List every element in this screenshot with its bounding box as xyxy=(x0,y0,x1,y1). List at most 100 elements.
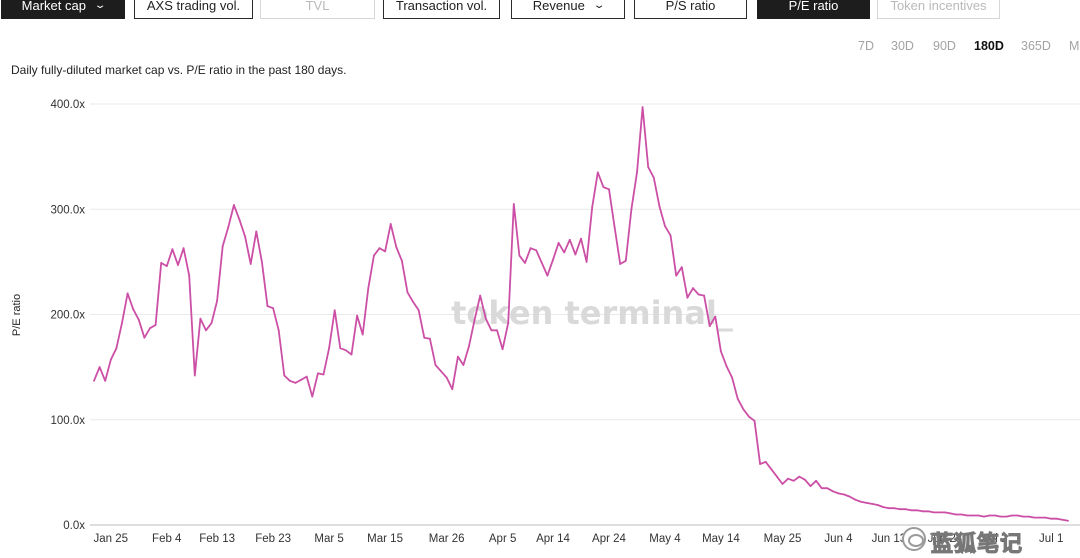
data-point xyxy=(921,510,924,513)
data-point xyxy=(462,364,465,366)
data-point xyxy=(624,259,627,262)
data-point xyxy=(389,223,392,225)
data-point xyxy=(272,307,274,310)
tab-label: Market cap xyxy=(21,0,86,13)
data-point xyxy=(384,250,386,253)
range-m[interactable]: M xyxy=(1069,39,1080,53)
data-point xyxy=(546,274,549,277)
data-point xyxy=(289,379,291,382)
data-point xyxy=(658,205,661,208)
tab-label: Token incentives xyxy=(890,0,987,13)
data-point xyxy=(910,509,913,512)
data-point xyxy=(988,514,991,517)
data-point xyxy=(1033,516,1036,519)
data-point xyxy=(350,353,353,356)
tab-label: P/E ratio xyxy=(788,0,839,13)
data-point xyxy=(227,226,230,229)
chevron-down-icon: ⌄ xyxy=(592,0,606,11)
tab-label: AXS trading vol. xyxy=(146,0,241,13)
range-90d[interactable]: 90D xyxy=(933,39,956,53)
data-point xyxy=(249,263,252,265)
data-point xyxy=(193,374,196,377)
data-point xyxy=(412,301,414,303)
data-point xyxy=(188,274,191,277)
tab-revenue[interactable]: Revenue ⌄ xyxy=(511,0,625,19)
data-point xyxy=(753,419,756,422)
x-tick-label: Feb 23 xyxy=(255,533,291,545)
data-point xyxy=(736,397,739,400)
range-30d[interactable]: 30D xyxy=(891,39,914,53)
data-point xyxy=(641,106,644,109)
data-point xyxy=(871,503,873,505)
data-point xyxy=(484,317,487,320)
data-point xyxy=(781,483,784,485)
data-point xyxy=(916,509,918,512)
chart-subtitle: Daily fully-diluted market cap vs. P/E r… xyxy=(11,63,347,77)
data-point xyxy=(361,333,364,336)
y-tick-label: 0.0x xyxy=(63,520,85,532)
data-point xyxy=(333,309,336,312)
data-point xyxy=(960,513,963,516)
data-point xyxy=(675,274,678,277)
data-point xyxy=(1027,515,1030,518)
tab-p-s-ratio[interactable]: P/S ratio xyxy=(634,0,747,19)
x-tick-label: Apr 14 xyxy=(536,533,570,545)
range-180d[interactable]: 180D xyxy=(974,39,1004,53)
data-point xyxy=(165,265,168,267)
x-tick-label: Apr 24 xyxy=(592,533,626,545)
data-point xyxy=(417,309,420,312)
data-point xyxy=(932,511,935,514)
data-point xyxy=(652,176,655,179)
data-point xyxy=(221,245,224,248)
data-point xyxy=(966,514,969,517)
data-point xyxy=(205,329,207,332)
data-point xyxy=(904,508,907,511)
data-point xyxy=(261,261,263,263)
data-point xyxy=(529,247,532,250)
data-point xyxy=(860,500,862,503)
data-point xyxy=(137,318,140,321)
data-point xyxy=(983,515,985,518)
y-tick-label: 100.0x xyxy=(50,415,85,427)
data-point xyxy=(277,329,280,332)
data-point xyxy=(238,218,241,221)
data-point xyxy=(608,188,610,191)
x-tick-label: May 4 xyxy=(649,533,681,545)
x-tick-label: Jan 25 xyxy=(94,533,129,545)
data-point xyxy=(160,262,163,264)
data-point xyxy=(636,171,638,174)
data-point xyxy=(171,248,174,251)
data-point xyxy=(669,234,672,237)
data-point xyxy=(1050,517,1053,520)
data-point xyxy=(121,322,123,324)
data-point xyxy=(440,370,442,373)
data-point xyxy=(927,510,929,513)
data-point xyxy=(1039,516,1041,519)
data-point xyxy=(345,349,347,352)
tab-label: TVL xyxy=(305,0,330,13)
x-tick-label: Mar 26 xyxy=(429,533,465,545)
data-point xyxy=(613,226,616,229)
range-365d[interactable]: 365D xyxy=(1021,39,1051,53)
data-point xyxy=(468,345,470,347)
tab-transaction-vol[interactable]: Transaction vol. xyxy=(383,0,500,19)
data-point xyxy=(322,373,325,376)
data-point xyxy=(126,292,129,295)
data-point xyxy=(720,350,722,353)
tab-p-e-ratio[interactable]: P/E ratio xyxy=(757,0,870,19)
tab-market-cap[interactable]: Market cap ⌄ xyxy=(1,0,125,19)
data-point xyxy=(686,296,689,299)
x-axis-ticks: Jan 25 Feb 4 Feb 13 Feb 23 Mar 5 Mar 15 Mar 26… xyxy=(94,533,1064,545)
tab-axs-trading-vol[interactable]: AXS trading vol. xyxy=(134,0,253,19)
range-7d[interactable]: 7D xyxy=(858,39,874,53)
data-point xyxy=(731,376,733,379)
data-point xyxy=(98,366,101,368)
data-point xyxy=(401,259,403,262)
data-point xyxy=(692,287,694,290)
data-point xyxy=(479,294,482,297)
y-axis-ticks: 0.0x 100.0x 200.0x 300.0x 400.0x xyxy=(50,99,85,532)
data-point xyxy=(1022,515,1025,518)
data-point xyxy=(378,247,381,250)
data-point xyxy=(473,318,476,321)
x-tick-label: Mar 5 xyxy=(314,533,343,545)
